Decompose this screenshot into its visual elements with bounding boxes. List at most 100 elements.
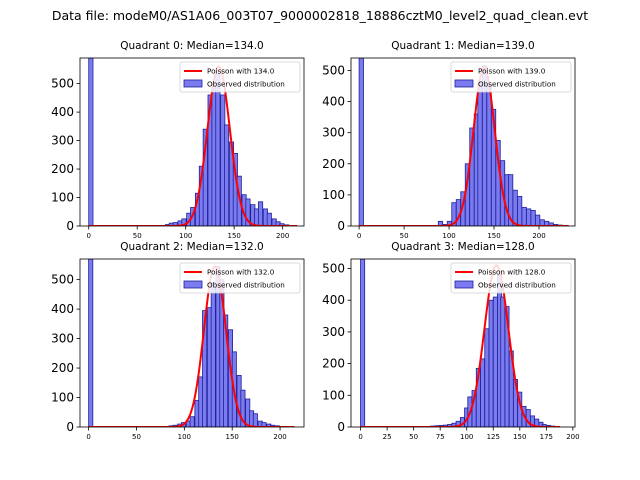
- histogram-bar: [480, 358, 486, 427]
- histogram-bar: [360, 259, 366, 427]
- y-tick-label: 500: [51, 77, 74, 91]
- quadrant-3-plot-area: [360, 259, 561, 427]
- histogram-bar: [240, 389, 246, 427]
- y-tick-label: 300: [322, 325, 345, 339]
- legend-observed-label: Observed distribution: [478, 80, 556, 89]
- y-tick-label: 200: [322, 357, 345, 371]
- legend-bar-swatch: [183, 79, 203, 88]
- histogram-bar: [535, 214, 541, 226]
- legend: Poisson with 128.0 Observed distribution: [450, 262, 572, 294]
- poisson-curve: [360, 264, 561, 427]
- histogram-bar: [358, 58, 364, 226]
- x-tick-label: 200: [566, 433, 579, 441]
- x-tick-label: 100: [460, 433, 473, 441]
- legend-poisson-label: Poisson with 139.0: [478, 67, 546, 76]
- x-tick-label: 0: [86, 433, 90, 441]
- y-tick-label: 0: [66, 219, 74, 233]
- x-tick-label: 50: [133, 232, 142, 240]
- quadrant-2-title: Quadrant 2: Median=132.0: [120, 241, 263, 253]
- y-tick-label: 0: [337, 420, 345, 434]
- x-tick-label: 0: [86, 232, 90, 240]
- axes-frame: [350, 57, 576, 227]
- y-tick-label: 300: [51, 332, 74, 346]
- y-tick-label: 500: [322, 262, 345, 276]
- histogram-bar: [512, 189, 518, 226]
- y-tick-label: 500: [51, 273, 74, 287]
- x-tick-label: 25: [383, 433, 392, 441]
- y-tick-label: 0: [337, 219, 345, 233]
- legend-box: [450, 61, 572, 93]
- legend-box: [179, 262, 301, 294]
- histogram-bar: [484, 328, 490, 427]
- x-tick-label: 50: [409, 433, 418, 441]
- histogram-bar: [486, 85, 492, 226]
- y-tick-label: 200: [51, 361, 74, 375]
- histogram-bar: [266, 212, 272, 226]
- y-tick-label: 100: [51, 191, 74, 205]
- quadrant-1-title: Quadrant 1: Median=139.0: [391, 40, 534, 52]
- legend-poisson-label: Poisson with 128.0: [478, 268, 546, 277]
- y-tick-label: 500: [322, 63, 345, 77]
- axes-frame: [79, 258, 305, 428]
- legend: Poisson with 139.0 Observed distribution: [450, 61, 572, 93]
- legend-box: [179, 61, 301, 93]
- x-tick-label: 150: [226, 433, 239, 441]
- x-tick-label: 100: [442, 232, 455, 240]
- legend-observed-label: Observed distribution: [207, 80, 285, 89]
- x-tick-label: 150: [513, 433, 526, 441]
- y-tick-label: 300: [322, 126, 345, 140]
- quadrant-0-panel: 0 100 200 300 400 500 0 50 100 150 200 Quadrant 0: …: [51, 40, 305, 240]
- legend: Poisson with 134.0 Observed distribution: [179, 61, 301, 93]
- x-tick-label: 50: [400, 232, 409, 240]
- x-tick-label: 0: [358, 433, 362, 441]
- histogram-bar: [202, 128, 208, 226]
- histogram-bar: [500, 296, 506, 427]
- x-tick-label: 150: [227, 232, 240, 240]
- histogram-bar: [223, 314, 229, 427]
- y-tick-label: 400: [51, 105, 74, 119]
- legend-box: [450, 262, 572, 294]
- x-tick-label: 175: [540, 433, 553, 441]
- y-tick-label: 100: [322, 388, 345, 402]
- histogram-bar: [252, 413, 258, 427]
- quadrant-3-panel: 0 100 200 300 400 500 0 25 50 75 100 125 150 175 200 Qu…: [322, 241, 579, 441]
- histogram-bar: [488, 299, 494, 427]
- histogram-bar: [210, 282, 216, 427]
- legend-observed-label: Observed distribution: [478, 281, 556, 290]
- histogram-bar: [526, 208, 532, 226]
- histogram-bar: [279, 223, 285, 226]
- histogram-bar: [88, 259, 94, 427]
- histogram-bar: [189, 416, 195, 427]
- histogram-bar: [88, 58, 94, 226]
- histogram-bar: [215, 73, 221, 226]
- y-tick-label: 400: [322, 95, 345, 109]
- legend-bar-swatch: [183, 280, 203, 289]
- x-tick-label: 0: [357, 232, 361, 240]
- histogram-bar: [172, 222, 178, 226]
- histogram-bar: [236, 175, 242, 226]
- y-tick-label: 200: [322, 157, 345, 171]
- x-tick-label: 200: [532, 232, 545, 240]
- histogram-bar: [477, 82, 483, 226]
- x-tick-label: 200: [276, 232, 289, 240]
- legend-poisson-label: Poisson with 132.0: [207, 268, 275, 277]
- quadrant-1-plot-area: [358, 58, 569, 226]
- x-tick-label: 150: [487, 232, 500, 240]
- y-tick-label: 400: [322, 293, 345, 307]
- histogram-bar: [258, 201, 264, 226]
- x-tick-label: 100: [178, 433, 191, 441]
- histogram-bar: [492, 296, 498, 427]
- quadrant-0-title: Quadrant 0: Median=134.0: [120, 40, 263, 52]
- y-tick-label: 300: [51, 134, 74, 148]
- axes-frame: [350, 258, 576, 428]
- x-tick-label: 50: [132, 433, 141, 441]
- legend-bar-swatch: [454, 79, 474, 88]
- histogram-bar: [181, 218, 187, 226]
- histogram-bar: [437, 220, 444, 226]
- quadrant-3-title: Quadrant 3: Median=128.0: [391, 241, 534, 253]
- histogram-bar: [224, 124, 230, 226]
- x-tick-label: 75: [436, 433, 445, 441]
- x-tick-label: 100: [179, 232, 192, 240]
- y-tick-label: 100: [51, 391, 74, 405]
